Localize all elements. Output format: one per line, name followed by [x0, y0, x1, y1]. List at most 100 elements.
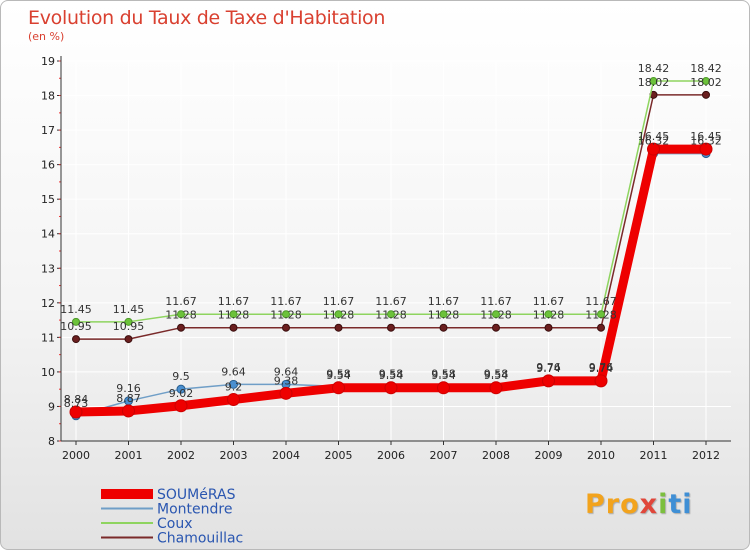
data-point	[69, 405, 83, 419]
data-label: 11.67	[428, 295, 460, 308]
data-label: 11.28	[533, 309, 565, 322]
data-label: 11.67	[375, 295, 407, 308]
data-label: 9.64	[221, 365, 246, 378]
data-point	[334, 323, 343, 332]
y-tick-label: 8	[48, 435, 55, 448]
data-label: 9.76	[589, 361, 614, 374]
data-label: 11.67	[323, 295, 355, 308]
data-label: 16.32	[690, 135, 722, 148]
grid	[61, 60, 731, 441]
data-label: 9.2	[225, 381, 243, 394]
data-label: 16.32	[638, 135, 670, 148]
x-tick-label: 2003	[220, 449, 248, 462]
data-label: 8.84	[64, 393, 89, 406]
data-point	[282, 310, 290, 319]
data-label: 9.58	[379, 367, 404, 380]
data-point	[177, 310, 185, 319]
data-point	[334, 310, 343, 319]
data-point	[177, 323, 185, 332]
x-tick-label: 2012	[692, 449, 720, 462]
y-tick-label: 13	[41, 262, 55, 275]
data-label: 11.28	[585, 309, 617, 322]
data-label: 10.95	[113, 320, 145, 333]
data-label: 18.02	[690, 76, 722, 89]
data-point	[594, 374, 608, 388]
data-point	[124, 317, 133, 326]
legend-label: SOUMéRAS	[157, 487, 236, 503]
legend-item-2: Coux	[101, 516, 193, 532]
data-point	[387, 310, 395, 319]
data-point	[174, 399, 188, 413]
data-label: 11.45	[60, 303, 92, 316]
y-tick-label: 9	[48, 400, 55, 413]
legend-label: Coux	[157, 516, 193, 532]
data-label: 8.73	[64, 397, 89, 410]
x-tick-label: 2005	[325, 449, 353, 462]
data-point	[492, 323, 500, 332]
data-point	[647, 142, 660, 156]
data-point	[72, 317, 80, 326]
data-label: 11.28	[428, 309, 460, 322]
data-label: 9.54	[379, 369, 404, 382]
data-label: 9.58	[484, 367, 509, 380]
data-point	[387, 323, 395, 332]
data-label: 9.5	[172, 370, 190, 383]
y-tick-label: 18	[41, 90, 55, 103]
data-label: 11.67	[585, 295, 617, 308]
data-label: 11.28	[480, 309, 512, 322]
x-tick-label: 2010	[587, 449, 615, 462]
legend-item-0: SOUMéRAS	[101, 487, 236, 503]
data-point	[439, 310, 448, 319]
data-label: 11.67	[270, 295, 302, 308]
data-label: 11.67	[218, 295, 250, 308]
data-label: 8.87	[116, 392, 141, 405]
series-3	[72, 90, 710, 344]
data-label: 9.76	[536, 361, 561, 374]
data-point	[597, 323, 605, 332]
data-point	[332, 381, 345, 395]
y-tick-label: 14	[41, 228, 55, 241]
legend-label: Chamouillac	[157, 531, 243, 547]
data-label: 9.02	[169, 387, 194, 400]
data-point	[702, 90, 710, 99]
data-point	[489, 381, 503, 395]
data-point	[649, 77, 658, 86]
y-tick-label: 17	[41, 124, 55, 137]
data-labels: 8.84 8.87 9.02 9.2 9.38 9.54 9.54 9.54 9.549.74 9…	[60, 62, 722, 410]
x-tick-label: 2000	[62, 449, 90, 462]
chart-title: Evolution du Taux de Taxe d'Habitation	[28, 7, 386, 29]
data-point	[702, 77, 710, 86]
data-label: 9.64	[274, 365, 299, 378]
y-tick-label: 11	[41, 331, 55, 344]
y-tick-label: 16	[41, 159, 55, 172]
data-label: 9.38	[274, 374, 299, 387]
data-point	[542, 374, 555, 388]
data-point	[229, 310, 238, 319]
data-point	[279, 386, 293, 400]
data-label: 9.74	[589, 362, 614, 375]
data-label: 16.45	[638, 130, 670, 143]
data-label: 18.02	[638, 76, 670, 89]
data-point	[699, 142, 713, 156]
data-label: 9.58	[326, 367, 351, 380]
legend-item-1: Montendre	[101, 502, 232, 518]
x-tick-label: 2002	[167, 449, 195, 462]
data-label: 18.42	[638, 62, 670, 75]
data-label: 9.74	[536, 362, 561, 375]
y-tick-label: 10	[41, 366, 55, 379]
proxiti-logo: Proxiti	[585, 489, 693, 520]
x-tick-label: 2011	[640, 449, 668, 462]
data-point	[229, 379, 238, 389]
data-label: 9.54	[326, 369, 351, 382]
data-label: 11.28	[323, 309, 355, 322]
data-point	[544, 323, 553, 332]
data-point	[492, 310, 500, 319]
data-label: 16.45	[690, 130, 722, 143]
data-label: 11.45	[113, 303, 145, 316]
data-label: 9.16	[116, 382, 141, 395]
data-label: 10.95	[60, 320, 92, 333]
x-tick-label: 2009	[535, 449, 563, 462]
data-label: 9.58	[431, 367, 456, 380]
